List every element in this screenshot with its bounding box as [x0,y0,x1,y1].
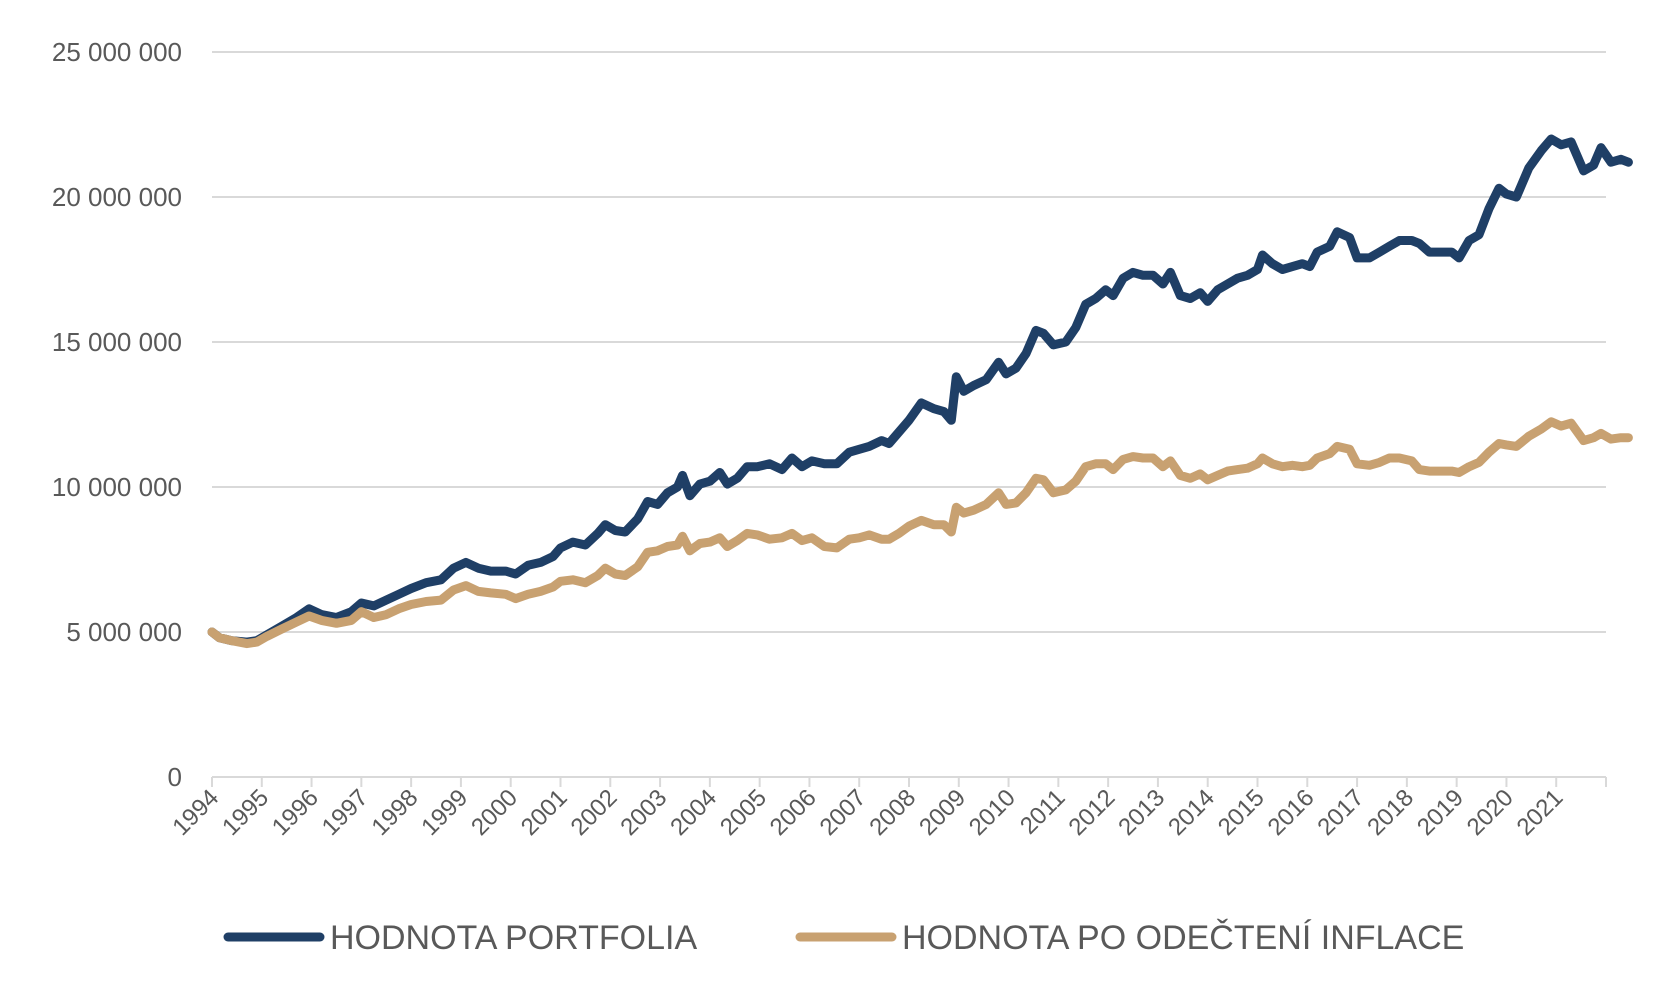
y-tick-label: 25 000 000 [52,37,182,67]
y-axis: 0 5 000 000 10 000 000 15 000 000 20 000 000… [52,37,182,792]
x-tick-label: 1995 [217,784,274,841]
legend-item-inflation: HODNOTA PO ODEČTENÍ INFLACE [795,919,1464,957]
x-tick-label: 2007 [815,784,872,841]
x-tick-label: 2005 [715,784,772,841]
x-tick-label: 2020 [1462,784,1519,841]
y-tick-label: 20 000 000 [52,182,182,212]
x-tick-label: 2019 [1412,784,1469,841]
y-tick-label: 10 000 000 [52,472,182,502]
x-tick-label: 1998 [367,784,424,841]
x-tick-label: 2001 [516,784,573,841]
y-tick-label: 5 000 000 [66,617,182,647]
x-tick-label: 2014 [1163,784,1220,841]
x-tick-label: 2004 [665,784,722,841]
x-tick-label: 2015 [1213,784,1270,841]
x-tick-label: 2003 [615,784,672,841]
x-tick-label: 1996 [267,784,324,841]
legend-label-portfolio: HODNOTA PORTFOLIA [330,919,697,957]
legend: HODNOTA PORTFOLIA HODNOTA PO ODEČTENÍ IN… [223,919,1464,957]
series-line-inflation-adjusted [207,417,1633,649]
x-tick-label: 2016 [1263,784,1320,841]
x-tick-label: 1994 [167,784,224,841]
x-tick-label: 2002 [566,784,623,841]
x-tick-label: 2012 [1064,784,1121,841]
x-tick-label: 2006 [765,784,822,841]
x-tick-label: 2017 [1312,784,1369,841]
gridlines [212,51,1606,633]
x-tick-label: 1997 [317,784,374,841]
series-line-portfolio [207,134,1633,647]
x-tick-label: 2010 [964,784,1021,841]
x-tick-label: 2021 [1512,784,1569,841]
series-lines [207,134,1633,649]
x-tick-label: 1999 [416,784,473,841]
x-tick-label: 2008 [864,784,921,841]
x-tick-label: 2011 [1015,784,1071,840]
x-axis: 1994199519961997199819992000200120022003… [167,776,1607,841]
legend-item-portfolio: HODNOTA PORTFOLIA [223,919,697,957]
y-tick-label: 0 [168,762,182,792]
x-tick-label: 2000 [466,784,523,841]
y-tick-label: 15 000 000 [52,327,182,357]
legend-label-inflation: HODNOTA PO ODEČTENÍ INFLACE [902,919,1464,957]
x-tick-label: 2013 [1113,784,1170,841]
x-tick-label: 2018 [1362,784,1419,841]
x-tick-label: 2009 [914,784,971,841]
